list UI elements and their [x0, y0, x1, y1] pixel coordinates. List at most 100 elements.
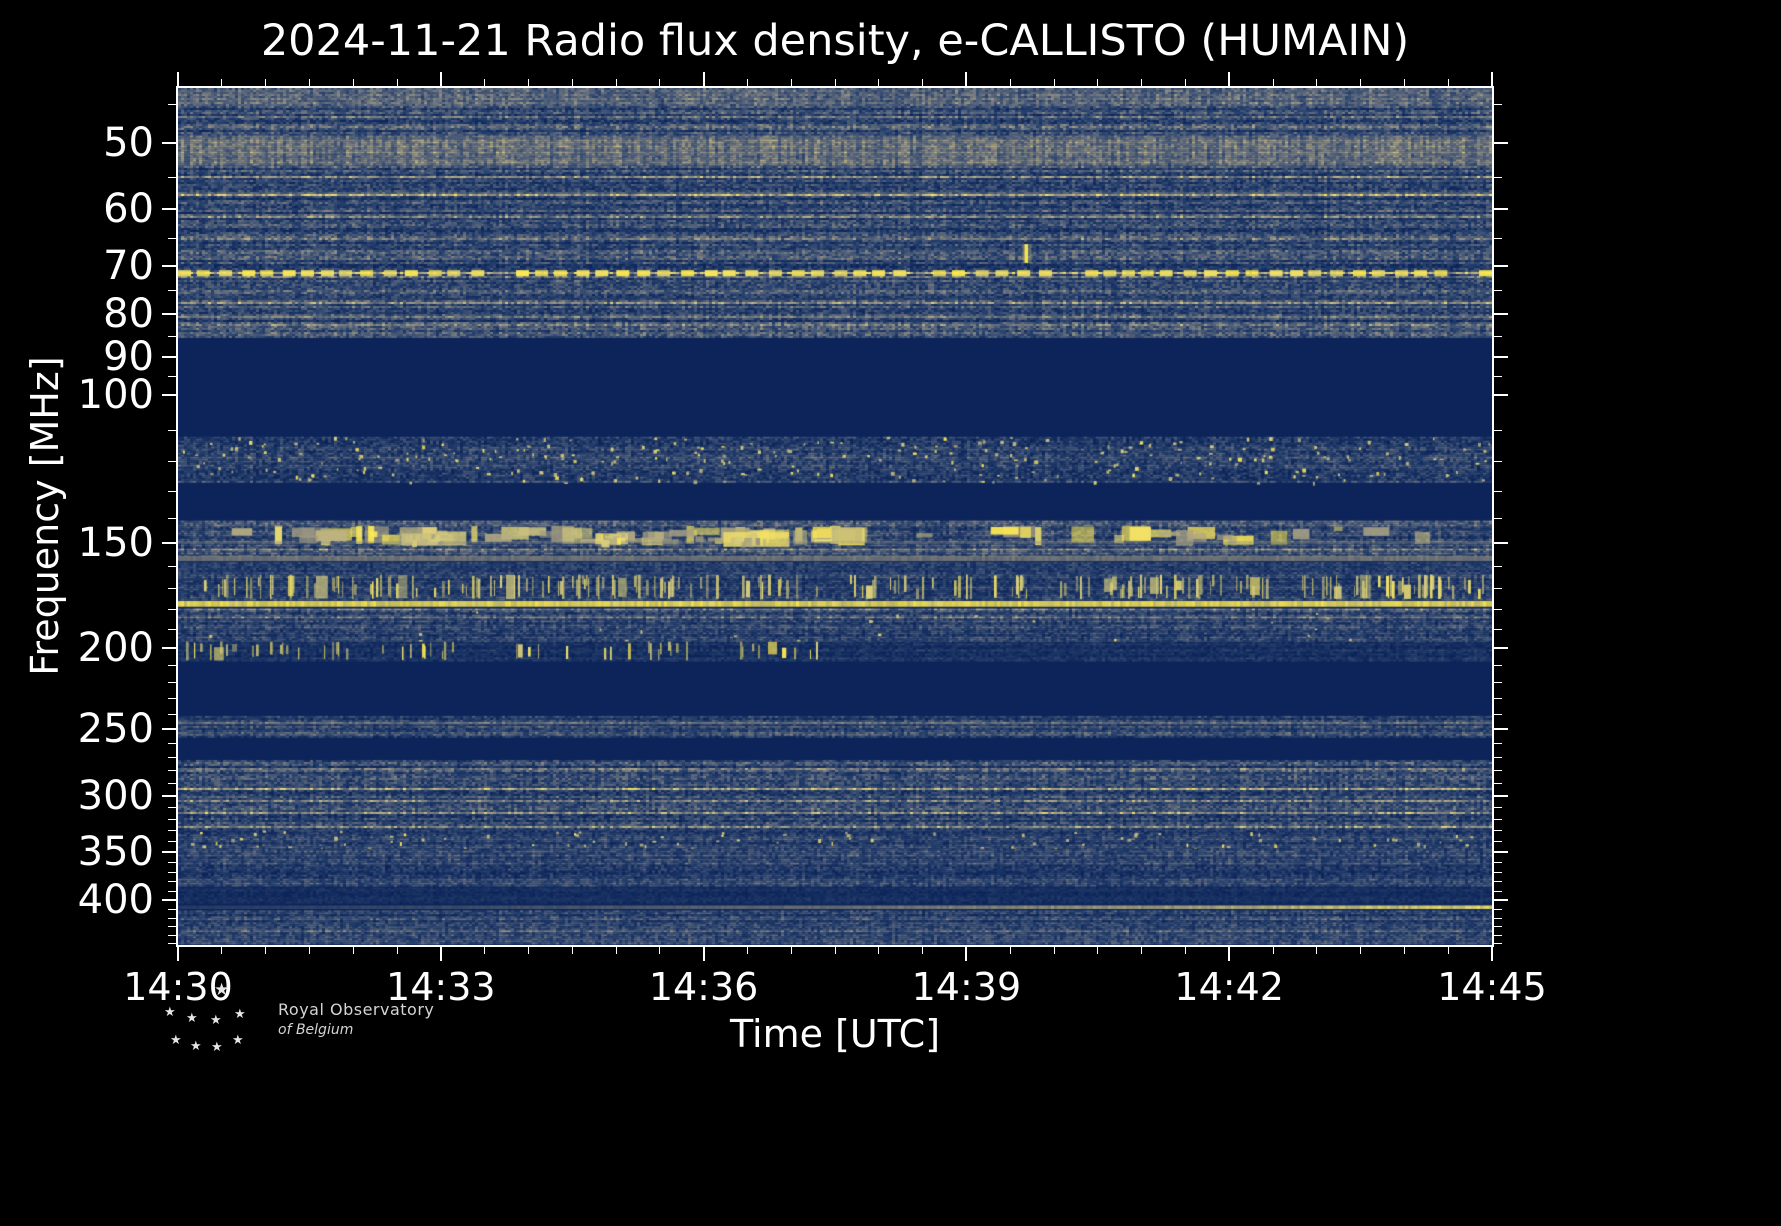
y-minor-tick [168, 566, 176, 568]
star-icon: ★ [164, 1005, 176, 1020]
y-minor-tick [1494, 871, 1502, 873]
y-tick-label: 60 [103, 186, 154, 233]
y-minor-tick [168, 628, 176, 630]
y-minor-tick [168, 490, 176, 492]
x-minor-tick [1097, 947, 1099, 954]
x-minor-tick [746, 947, 748, 954]
x-minor-tick [396, 947, 398, 954]
y-minor-tick [168, 861, 176, 863]
y-major-tick [1494, 313, 1508, 316]
plot-frame [176, 86, 1494, 947]
y-minor-tick [1494, 743, 1502, 745]
y-minor-tick [1494, 861, 1502, 863]
y-major-tick [1494, 141, 1508, 144]
x-major-tick [965, 72, 968, 86]
star-icon: ★ [186, 1011, 198, 1026]
x-minor-tick [878, 79, 880, 86]
y-minor-tick [1494, 290, 1502, 292]
y-minor-tick [1494, 335, 1502, 337]
y-minor-tick [168, 665, 176, 667]
y-major-tick [162, 394, 176, 397]
x-minor-tick [265, 947, 267, 954]
y-minor-tick [168, 807, 176, 809]
y-minor-tick [168, 609, 176, 611]
x-minor-tick [527, 79, 529, 86]
y-minor-tick [168, 290, 176, 292]
x-minor-tick [571, 947, 573, 954]
y-tick-label: 80 [103, 291, 154, 338]
y-major-tick [1494, 728, 1508, 731]
x-major-tick [177, 72, 179, 86]
x-minor-tick [1360, 947, 1362, 954]
y-minor-tick [1494, 782, 1502, 784]
y-minor-tick [168, 461, 176, 463]
y-minor-tick [1494, 665, 1502, 667]
x-tick-label: 14:36 [648, 965, 759, 1009]
y-minor-tick [1494, 890, 1502, 892]
y-minor-tick [1494, 376, 1502, 378]
x-minor-tick [922, 947, 924, 954]
x-minor-tick [1447, 947, 1449, 954]
x-tick-label: 14:42 [1174, 965, 1284, 1009]
y-minor-tick [168, 890, 176, 892]
x-minor-tick [834, 79, 836, 86]
star-icon: ★ [234, 1007, 246, 1022]
x-minor-tick [1141, 79, 1143, 86]
y-minor-tick [1494, 881, 1502, 883]
x-minor-tick [659, 79, 661, 86]
y-major-tick [162, 542, 176, 545]
x-major-tick [965, 947, 968, 961]
x-minor-tick [615, 79, 617, 86]
y-minor-tick [168, 517, 176, 519]
x-minor-tick [1009, 947, 1011, 954]
y-major-tick [1494, 542, 1508, 545]
x-major-tick [702, 72, 705, 86]
star-icon: ★ [170, 1033, 182, 1048]
y-minor-tick [168, 829, 176, 831]
x-tick-label: 14:45 [1437, 965, 1547, 1009]
y-tick-label: 70 [103, 242, 154, 289]
y-major-tick [162, 208, 176, 211]
star-icon: ★ [210, 1013, 222, 1028]
y-major-tick [1494, 646, 1508, 649]
y-major-tick [162, 264, 176, 267]
y-minor-tick [1494, 829, 1502, 831]
y-major-tick [1494, 394, 1508, 397]
y-major-tick [162, 646, 176, 649]
x-major-tick [702, 947, 705, 961]
y-minor-tick [1494, 429, 1502, 431]
x-major-tick [1491, 72, 1493, 86]
x-minor-tick [308, 947, 310, 954]
x-minor-tick [790, 947, 792, 954]
y-major-tick [1494, 899, 1508, 902]
y-major-tick [162, 728, 176, 731]
rob-logo-text-line2: of Belgium [278, 1022, 354, 1038]
y-tick-label: 400 [77, 877, 154, 924]
x-minor-tick [659, 947, 661, 954]
x-minor-tick [1272, 79, 1274, 86]
x-minor-tick [1403, 947, 1405, 954]
y-minor-tick [168, 871, 176, 873]
x-minor-tick [571, 79, 573, 86]
x-minor-tick [1009, 79, 1011, 86]
y-tick-label: 200 [77, 624, 154, 671]
y-major-tick [1494, 208, 1508, 211]
x-minor-tick [352, 79, 354, 86]
x-minor-tick [308, 79, 310, 86]
x-minor-tick [922, 79, 924, 86]
y-minor-tick [1494, 104, 1502, 106]
x-minor-tick [396, 79, 398, 86]
y-minor-tick [168, 770, 176, 772]
y-minor-tick [168, 177, 176, 179]
y-major-tick [1494, 264, 1508, 267]
y-minor-tick [1494, 698, 1502, 700]
x-minor-tick [1447, 79, 1449, 86]
star-icon: ★ [190, 1039, 202, 1054]
y-tick-label: 150 [77, 520, 154, 567]
y-minor-tick [1494, 177, 1502, 179]
y-minor-tick [168, 429, 176, 431]
y-minor-tick [1494, 628, 1502, 630]
y-major-tick [162, 794, 176, 797]
y-minor-tick [1494, 807, 1502, 809]
y-major-tick [162, 313, 176, 316]
